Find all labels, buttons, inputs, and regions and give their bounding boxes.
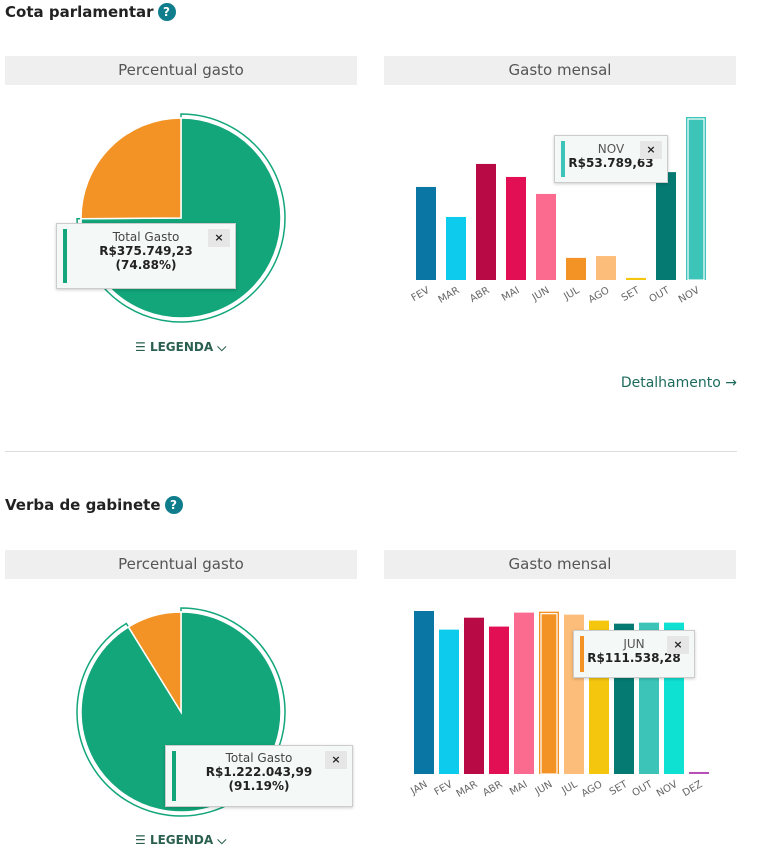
pie-tooltip: Total Gasto R$375.749,23 (74.88%) ×: [56, 223, 236, 289]
bar-tooltip: JUN R$111.538,28 ×: [573, 630, 695, 678]
tooltip-value: R$53.789,63: [568, 156, 654, 170]
x-tick-label: MAI: [500, 285, 521, 304]
x-tick-label: MAR: [455, 779, 480, 800]
pie-chart[interactable]: [70, 108, 292, 330]
list-icon: ☰: [135, 833, 150, 847]
x-tick-label: MAR: [437, 285, 462, 306]
chevron-down-icon: ⌵: [213, 833, 227, 847]
help-icon[interactable]: ?: [157, 3, 176, 21]
x-tick-label: SET: [608, 779, 631, 798]
pie-slice-highlight: [76, 607, 286, 817]
x-tick-label: JUN: [533, 779, 555, 798]
bar-nov[interactable]: [686, 117, 706, 280]
x-tick-label: JUN: [530, 285, 552, 304]
bar-abr[interactable]: [489, 626, 509, 774]
x-tick-label: NOV: [655, 779, 680, 800]
bar-out[interactable]: [656, 172, 676, 280]
bar-fev[interactable]: [439, 629, 459, 774]
section-title-cota: Cota parlamentar?: [5, 3, 176, 21]
title-text: Cota parlamentar: [5, 3, 154, 21]
x-tick-label: OUT: [631, 779, 656, 800]
tooltip-label: JUN: [623, 637, 645, 651]
bar-jun[interactable]: [536, 193, 556, 280]
x-tick-label: DEZ: [681, 779, 705, 799]
bar-highlight: [687, 118, 705, 281]
x-tick-label: MAI: [508, 779, 529, 798]
x-tick-label: NOV: [677, 285, 702, 306]
detail-link[interactable]: Detalhamento →: [620, 375, 737, 391]
pie-tooltip: Total Gasto R$1.222.043,99 (91.19%) ×: [165, 745, 353, 807]
bar-header: Gasto mensal: [384, 56, 736, 85]
x-tick-label: OUT: [648, 285, 673, 306]
bar-jul[interactable]: [566, 257, 586, 280]
list-icon: ☰: [135, 340, 150, 354]
bar-highlight: [540, 613, 558, 775]
tooltip-value: R$111.538,28: [587, 651, 681, 665]
bar-mar[interactable]: [446, 216, 466, 280]
bar-abr[interactable]: [476, 163, 496, 280]
tooltip-value: R$1.222.043,99: [205, 765, 313, 779]
close-button[interactable]: ×: [667, 636, 689, 654]
bar-mai[interactable]: [514, 612, 534, 774]
bar-fev[interactable]: [416, 186, 436, 280]
tooltip-label: Total Gasto: [112, 230, 180, 244]
x-tick-label: AGO: [587, 285, 612, 306]
x-tick-label: ABR: [481, 779, 504, 799]
title-text: Verba de gabinete: [5, 496, 161, 514]
x-tick-label: FEV: [410, 285, 432, 304]
x-tick-label: AGO: [580, 779, 605, 800]
pie-header: Percentual gasto: [5, 550, 357, 579]
bar-chart[interactable]: FEV MAR ABR MAI JUN JUL AGO SET OUT NOV: [384, 100, 744, 320]
help-icon[interactable]: ?: [164, 496, 183, 514]
x-tick-label: ABR: [468, 285, 491, 305]
x-tick-label: JUL: [559, 779, 579, 797]
bar-set[interactable]: [626, 277, 646, 280]
pie-header: Percentual gasto: [5, 56, 357, 85]
legend-toggle[interactable]: ☰ LEGENDA ⌵: [135, 340, 227, 354]
tooltip-label: Total Gasto: [225, 751, 293, 765]
tooltip-percent: (74.88%): [115, 258, 177, 272]
tooltip-label: NOV: [597, 142, 625, 156]
close-button[interactable]: ×: [640, 141, 662, 159]
bar-dez[interactable]: [689, 771, 709, 774]
tooltip-percent: (91.19%): [228, 779, 290, 793]
pie-slice-restante[interactable]: [80, 117, 182, 220]
bar-header: Gasto mensal: [384, 550, 736, 579]
close-button[interactable]: ×: [208, 229, 230, 247]
x-tick-label: FEV: [433, 779, 455, 798]
bar-ago[interactable]: [596, 256, 616, 280]
x-tick-label: SET: [620, 285, 643, 304]
bar-tooltip: NOV R$53.789,63 ×: [554, 135, 668, 183]
bar-mai[interactable]: [506, 176, 526, 280]
pie-slice-restante[interactable]: [127, 611, 182, 715]
close-button[interactable]: ×: [325, 751, 347, 769]
section-title-verba: Verba de gabinete?: [5, 496, 183, 514]
chevron-down-icon: ⌵: [213, 340, 227, 354]
x-tick-label: JAN: [408, 779, 429, 798]
legend-toggle[interactable]: ☰ LEGENDA ⌵: [135, 833, 227, 847]
bar-mar[interactable]: [464, 617, 484, 774]
bar-jan[interactable]: [414, 611, 434, 774]
bar-jun[interactable]: [539, 611, 559, 774]
bar-chart[interactable]: JAN FEV MAR ABR MAI JUN JUL AGO SET OUT NOV DEZ: [384, 594, 744, 814]
x-tick-label: JUL: [561, 285, 581, 303]
divider: [5, 451, 737, 452]
tooltip-value: R$375.749,23: [99, 244, 193, 258]
